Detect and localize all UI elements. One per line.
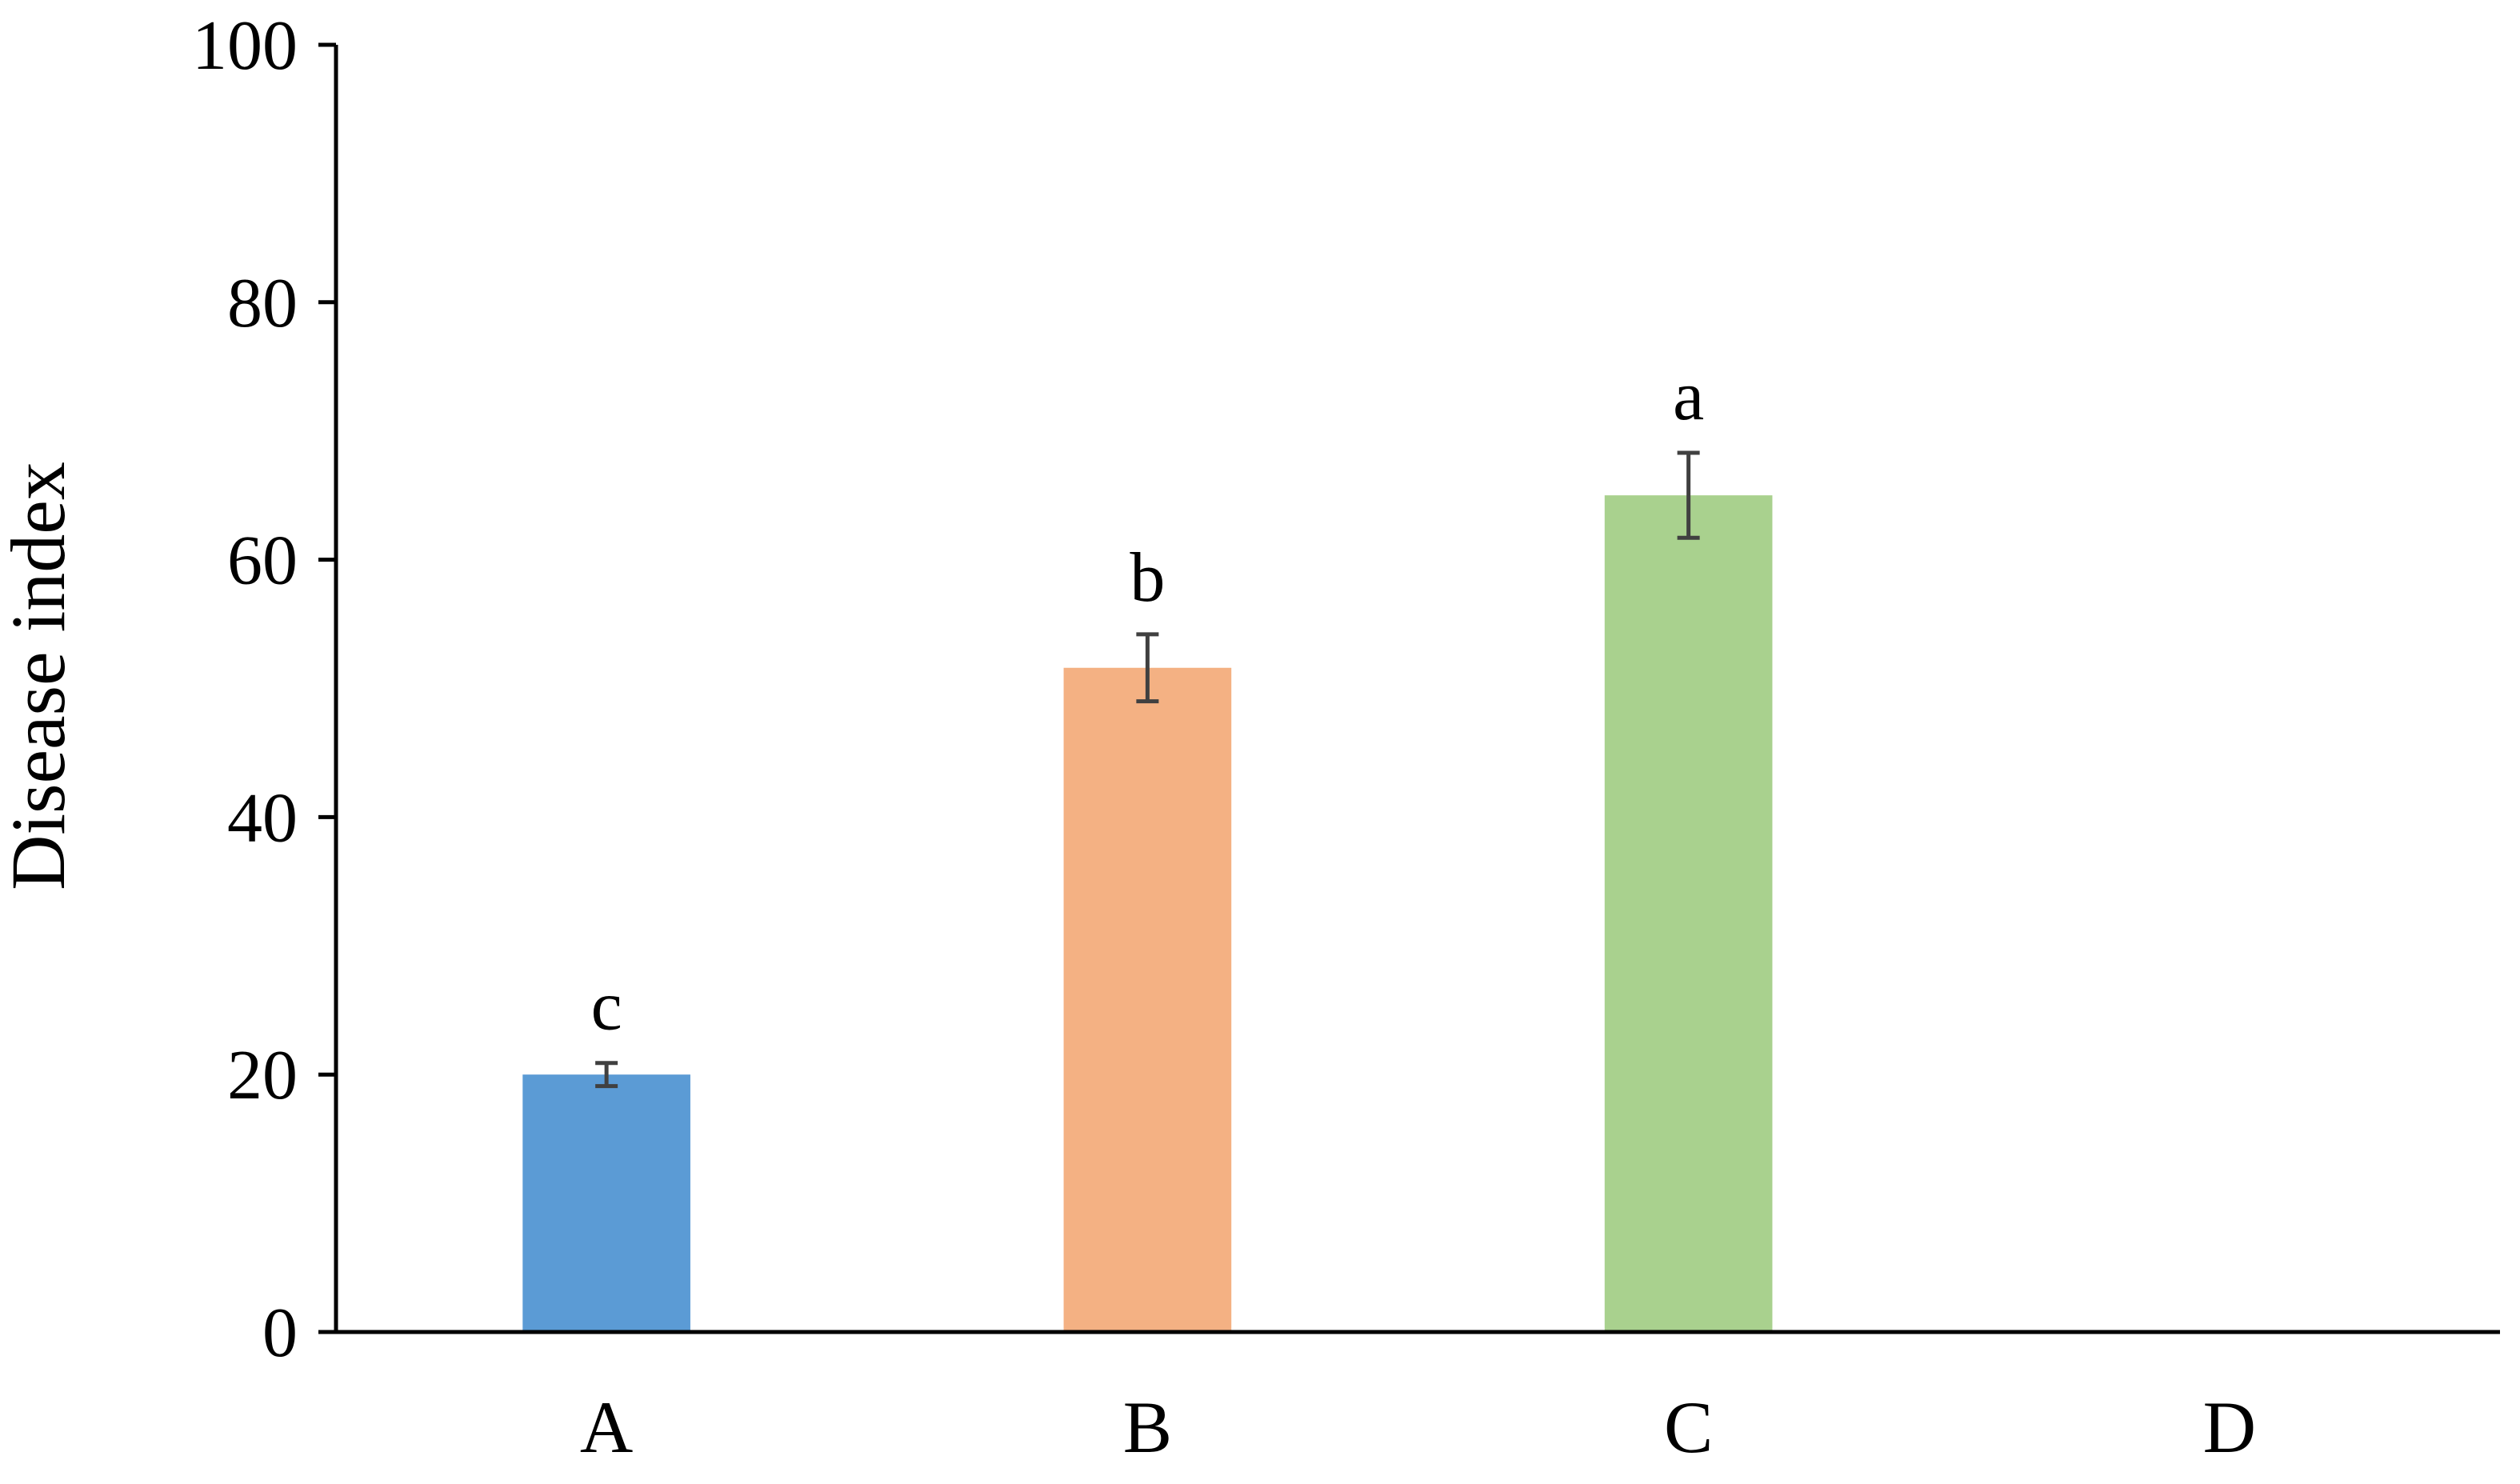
y-tick-label: 40 <box>227 779 298 857</box>
y-tick-label: 80 <box>227 265 298 342</box>
significance-label-A: c <box>591 968 622 1046</box>
significance-label-B: b <box>1130 539 1165 617</box>
x-tick-label-A: A <box>580 1386 633 1468</box>
error-bars <box>595 450 1700 1089</box>
x-axis-tick-labels: A B C D <box>580 1386 2256 1468</box>
x-tick-label-C: C <box>1664 1386 1713 1468</box>
bar-B <box>1063 667 1232 1332</box>
x-tick-label-B: B <box>1123 1386 1172 1468</box>
x-tick-label-D: D <box>2203 1386 2256 1468</box>
y-tick-label: 0 <box>262 1294 298 1372</box>
y-axis-ticks: 0 20 40 60 80 100 <box>192 7 336 1372</box>
y-tick-label: 20 <box>227 1037 298 1114</box>
bar-A <box>522 1074 690 1332</box>
y-axis-title: Disease index <box>0 462 81 890</box>
bars <box>522 495 1773 1332</box>
significance-labels: c b a <box>591 358 1705 1046</box>
significance-label-C: a <box>1673 358 1704 435</box>
bar-C <box>1604 495 1773 1332</box>
y-tick-label: 60 <box>227 522 298 600</box>
y-tick-label: 100 <box>192 7 298 85</box>
